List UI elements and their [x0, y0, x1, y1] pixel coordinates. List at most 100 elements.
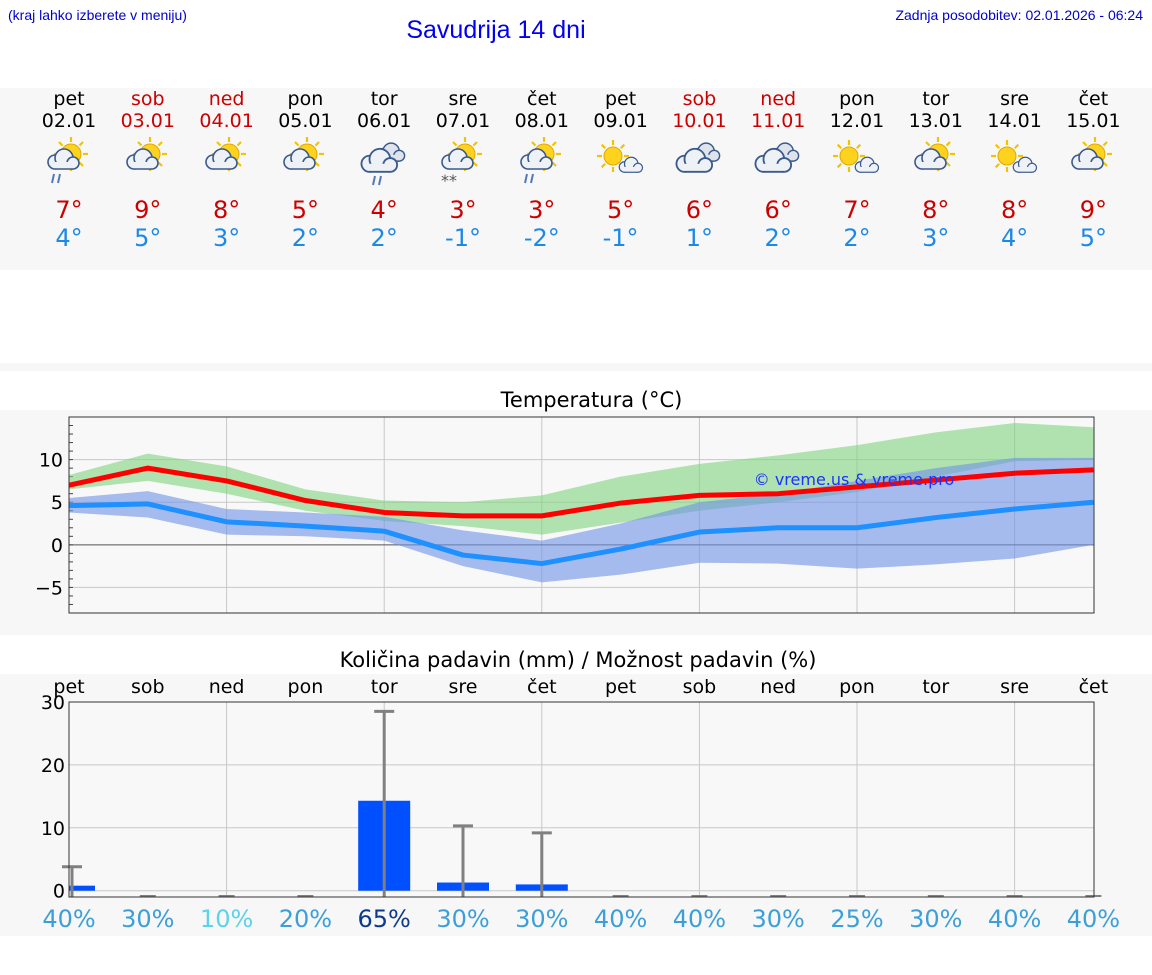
precip-day-label: čet: [1079, 676, 1109, 698]
day-date: 04.01: [199, 110, 254, 132]
temp-max: 3°: [449, 196, 477, 224]
temp-ytick-label: 10: [39, 450, 63, 472]
temp-max: 8°: [212, 196, 241, 224]
weather-icon-holder: [738, 132, 818, 196]
temp-min: 2°: [843, 224, 871, 252]
temp-ytick-label: 0: [51, 535, 63, 557]
temp-max: 5°: [606, 196, 635, 224]
day-date: 12.01: [829, 110, 885, 132]
precip-ytick-label: 0: [53, 881, 65, 903]
day-name: sob: [131, 88, 165, 110]
temp-min: 1°: [685, 224, 714, 252]
partly-cloudy-icon: [1071, 137, 1113, 171]
temp-min: -1°: [445, 224, 481, 252]
temp-min: 5°: [134, 224, 162, 252]
day-name: tor: [922, 88, 950, 110]
weather-icon-holder: **: [423, 132, 503, 196]
sun-small-cloud-icon: [990, 140, 1037, 173]
precip-day-label: pet: [53, 676, 84, 698]
precip-probability: 20%: [279, 905, 332, 933]
temp-max: 7°: [843, 196, 871, 224]
weather-icon-holder: [896, 132, 976, 196]
day-column: ned 04.01 8° 3°: [187, 88, 267, 252]
precip-probability: 30%: [752, 905, 805, 933]
temp-ytick-label: 5: [51, 492, 63, 514]
watermark: © vreme.us & vreme.pro: [754, 470, 955, 489]
day-name: čet: [527, 88, 557, 110]
weather-icon-holder: [659, 132, 739, 196]
precip-probability: 30%: [436, 905, 489, 933]
day-name: pet: [53, 88, 85, 110]
precip-day-label: pon: [839, 676, 875, 698]
precip-probability: 30%: [121, 905, 174, 933]
precip-probability: 40%: [988, 905, 1041, 933]
day-date: 11.01: [750, 110, 806, 132]
temp-min: -2°: [523, 224, 560, 252]
day-date: 15.01: [1066, 110, 1121, 132]
precip-day-label: sob: [683, 676, 717, 698]
temp-max: 6°: [685, 196, 714, 224]
weather-icon-holder: [29, 132, 109, 196]
cloudy-icon: [675, 142, 721, 173]
temp-max: 3°: [528, 196, 556, 224]
temp-ytick-label: −5: [35, 577, 63, 599]
precip-probability: 40%: [42, 905, 95, 933]
precip-day-label: čet: [527, 676, 557, 698]
precip-ytick-label: 30: [41, 692, 65, 714]
temp-min: 2°: [764, 224, 792, 252]
temp-plot-frame: [68, 416, 1095, 614]
day-date: 08.01: [514, 110, 569, 132]
temp-max: 9°: [134, 196, 162, 224]
day-name: sre: [448, 88, 478, 110]
precip-day-label: sob: [131, 676, 165, 698]
day-date: 06.01: [356, 110, 412, 132]
partly-cloudy-snow-icon: **: [441, 137, 482, 190]
precipitation-chart: Količina padavin (mm) / Možnost padavin …: [41, 648, 1120, 933]
sun-small-cloud-icon: [596, 140, 643, 173]
partly-cloudy-rain-icon: [519, 137, 561, 184]
day-name: ned: [208, 88, 245, 110]
temp-min: 2°: [370, 224, 398, 252]
temp-max: 8°: [1000, 196, 1029, 224]
partly-cloudy-icon: [125, 137, 167, 171]
weather-icon-holder: [344, 132, 424, 196]
weather-icon-holder: [1053, 132, 1133, 196]
day-column: pon 05.01 5° 2°: [265, 88, 345, 252]
precip-probability: 40%: [594, 905, 647, 933]
precip-day-label: ned: [209, 676, 245, 698]
day-column: tor 06.01 4° 2°: [344, 88, 424, 252]
temp-min: 5°: [1079, 224, 1108, 252]
min-temp-line: [68, 499, 1094, 567]
day-column: sob 03.01 9° 5°: [108, 88, 188, 252]
day-name: pet: [604, 88, 637, 110]
day-column: čet 15.01 9° 5°: [1053, 88, 1133, 252]
temp-max: 6°: [764, 196, 792, 224]
precip-day-label: sre: [1000, 676, 1029, 698]
weather-icon-holder: [817, 132, 897, 196]
precip-ytick-label: 20: [41, 755, 65, 777]
weather-icon-holder: [187, 132, 267, 196]
precip-probability: 30%: [909, 905, 962, 933]
day-name: tor: [370, 88, 398, 110]
weather-icon-holder: [581, 132, 661, 196]
day-column: pet 02.01 7° 4°: [29, 88, 109, 252]
temp-chart-title: Temperatura (°C): [500, 388, 683, 412]
precip-plot-area: [69, 702, 1094, 897]
partly-cloudy-icon: [204, 137, 246, 171]
temp-max: 8°: [922, 196, 950, 224]
divider-band: [0, 363, 1152, 371]
day-date: 02.01: [41, 110, 97, 132]
day-date: 13.01: [908, 110, 963, 132]
day-name: sob: [682, 88, 717, 110]
precip-probability: 10%: [200, 905, 253, 933]
precip-day-label: tor: [371, 676, 398, 698]
weather-icon-holder: [975, 132, 1055, 196]
day-name: čet: [1078, 88, 1109, 110]
temp-min: 4°: [1000, 224, 1029, 252]
temp-max: 7°: [55, 196, 83, 224]
partly-cloudy-icon: [283, 137, 325, 171]
svg-text:**: **: [441, 171, 457, 190]
precip-day-label: pet: [605, 676, 636, 698]
last-updated: Zadnja posodobitev: 02.01.2026 - 06:24: [895, 7, 1143, 23]
day-column: ned 11.01 6° 2°: [738, 88, 818, 252]
